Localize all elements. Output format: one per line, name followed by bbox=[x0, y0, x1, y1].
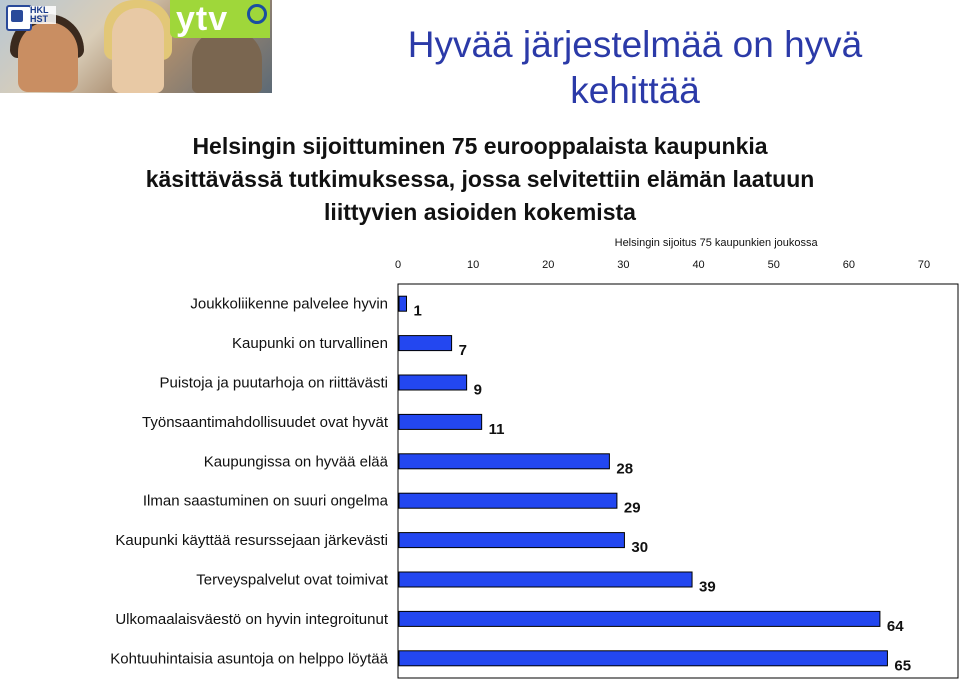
data-label: 30 bbox=[631, 539, 648, 556]
plot-frame bbox=[397, 283, 959, 679]
category-label: Ulkomaalaisväestö on hyvin integroitunut bbox=[115, 611, 388, 628]
x-tick-label: 60 bbox=[843, 259, 855, 271]
bar bbox=[398, 532, 625, 549]
category-label: Kaupungissa on hyvää elää bbox=[204, 453, 389, 470]
photo-person bbox=[112, 8, 164, 93]
data-label: 39 bbox=[699, 579, 716, 596]
ytv-logo: ytv bbox=[170, 0, 270, 38]
header-photo: HKL HST ytv bbox=[0, 0, 272, 93]
data-label: 7 bbox=[459, 342, 467, 359]
bar bbox=[398, 374, 468, 391]
hkl-logo-text: HKL HST bbox=[30, 6, 56, 24]
x-tick-label: 40 bbox=[692, 259, 704, 271]
x-tick-label: 10 bbox=[467, 259, 479, 271]
bar bbox=[398, 610, 881, 627]
data-label: 65 bbox=[894, 657, 911, 674]
bar bbox=[398, 335, 453, 352]
category-label: Joukkoliikenne palvelee hyvin bbox=[190, 296, 388, 313]
photo-person bbox=[18, 22, 78, 92]
category-label: Kaupunki käyttää resurssejaan järkevästi bbox=[115, 532, 388, 549]
photo-person bbox=[192, 30, 262, 93]
bar bbox=[398, 492, 618, 509]
data-label: 64 bbox=[887, 618, 904, 635]
data-label: 29 bbox=[624, 500, 641, 517]
data-label: 1 bbox=[414, 303, 422, 320]
ytv-logo-icon bbox=[247, 4, 267, 24]
category-label: Ilman saastuminen on suuri ongelma bbox=[143, 493, 389, 510]
bar bbox=[398, 571, 693, 588]
data-label: 9 bbox=[474, 382, 482, 399]
page-title: Hyvää järjestelmää on hyvä kehittää bbox=[407, 24, 863, 111]
x-tick-label: 50 bbox=[768, 259, 780, 271]
x-tick-label: 70 bbox=[918, 259, 930, 271]
category-label: Puistoja ja puutarhoja on riittävästi bbox=[160, 375, 388, 392]
bar bbox=[398, 413, 483, 430]
bar bbox=[398, 650, 888, 667]
category-label: Kohtuuhintaisia asuntoja on helppo löytä… bbox=[110, 650, 388, 667]
category-label: Terveyspalvelut ovat toimivat bbox=[196, 572, 389, 589]
chart-subtitle: Helsingin sijoittuminen 75 eurooppalaist… bbox=[145, 133, 815, 225]
data-label: 11 bbox=[489, 421, 505, 438]
bar bbox=[398, 453, 610, 470]
category-label: Työnsaantimahdollisuudet ovat hyvät bbox=[142, 414, 389, 431]
x-tick-label: 30 bbox=[617, 259, 629, 271]
data-label: 28 bbox=[616, 460, 633, 477]
ytv-logo-text: ytv bbox=[176, 0, 229, 38]
x-tick-label: 0 bbox=[395, 259, 401, 271]
bar bbox=[398, 295, 408, 312]
category-label: Kaupunki on turvallinen bbox=[232, 335, 388, 352]
axis-title: Helsingin sijoitus 75 kaupunkien joukoss… bbox=[615, 237, 819, 249]
x-tick-label: 20 bbox=[542, 259, 554, 271]
